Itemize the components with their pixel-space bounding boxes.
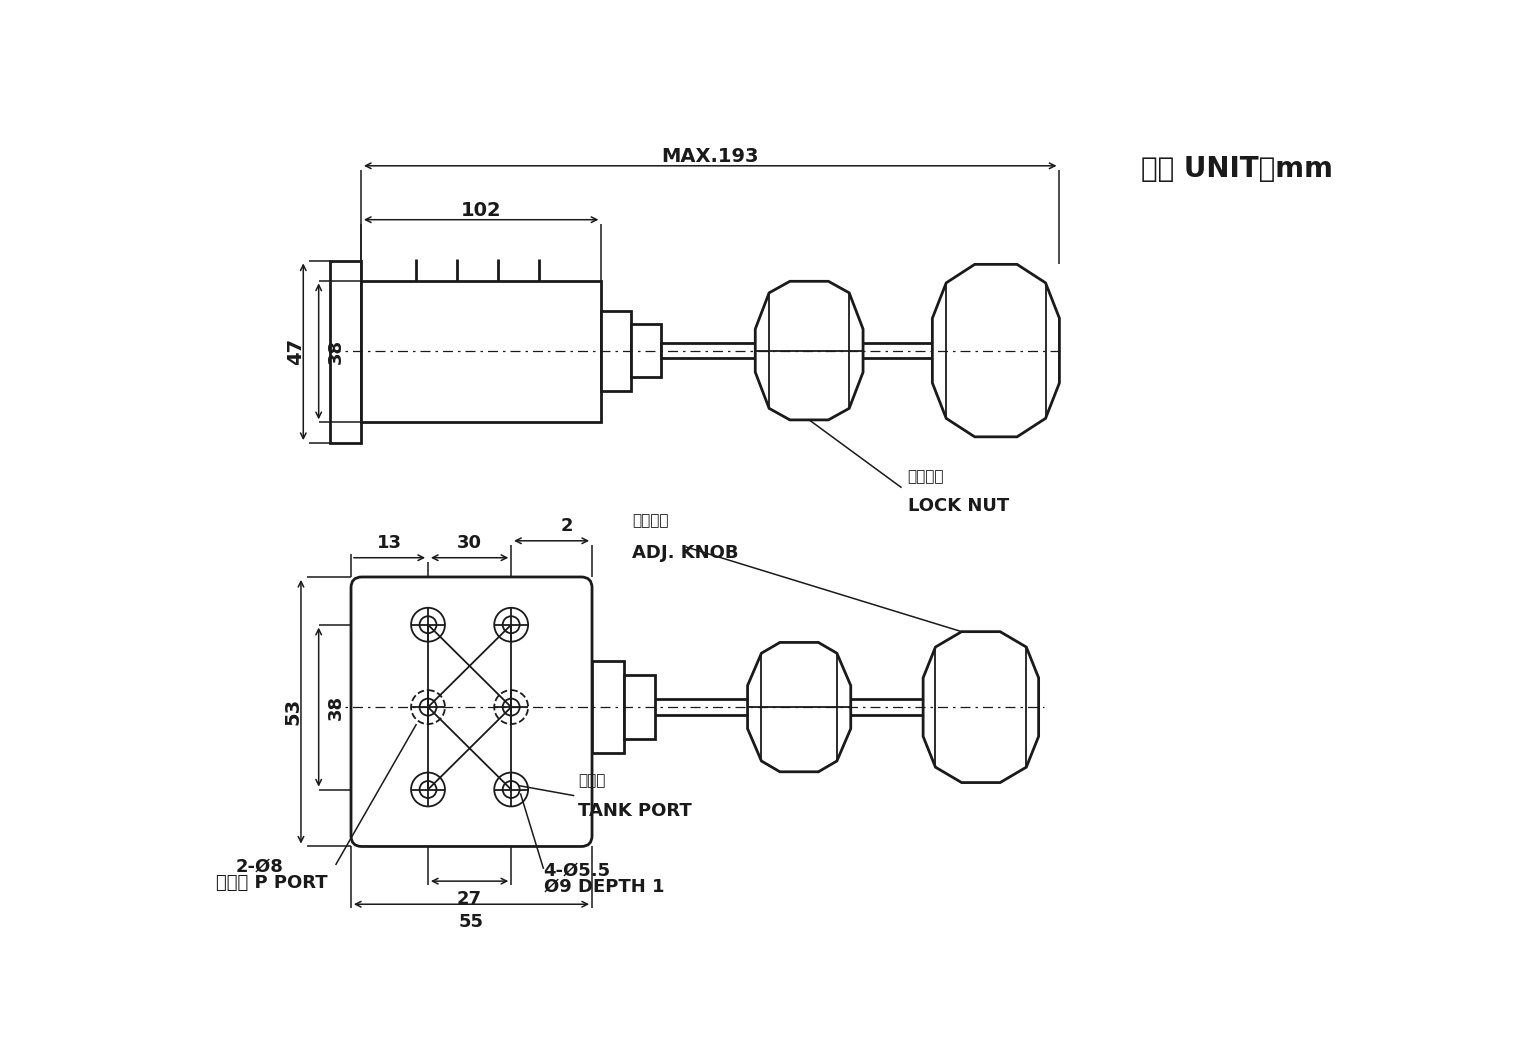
Text: 2-Ø8: 2-Ø8: [235, 857, 283, 875]
Text: LOCK NUT: LOCK NUT: [907, 497, 1009, 515]
Text: 固定螺帽: 固定螺帽: [907, 468, 944, 484]
Text: 53: 53: [283, 698, 303, 725]
Text: 2: 2: [561, 517, 573, 534]
Text: 13: 13: [377, 533, 401, 551]
Polygon shape: [662, 343, 756, 358]
Text: 30: 30: [458, 533, 482, 551]
Text: 調節旋鈕: 調節旋鈕: [632, 514, 668, 528]
Polygon shape: [601, 310, 630, 391]
Polygon shape: [747, 642, 851, 771]
Text: 38: 38: [326, 695, 344, 720]
Text: ADJ. KNOB: ADJ. KNOB: [632, 544, 739, 562]
Text: 4-Ø5.5: 4-Ø5.5: [544, 861, 611, 879]
Text: MAX.193: MAX.193: [661, 147, 759, 166]
Text: 55: 55: [459, 914, 483, 932]
Text: 壓力口 P PORT: 壓力口 P PORT: [217, 874, 327, 892]
Text: 27: 27: [458, 891, 482, 909]
Text: Ø9 DEPTH 1: Ø9 DEPTH 1: [544, 878, 664, 896]
Polygon shape: [932, 264, 1059, 437]
Text: TANK PORT: TANK PORT: [579, 802, 692, 820]
FancyBboxPatch shape: [351, 577, 592, 847]
Polygon shape: [624, 675, 654, 740]
Polygon shape: [330, 261, 361, 443]
Polygon shape: [923, 632, 1039, 783]
Polygon shape: [592, 661, 624, 754]
Text: 38: 38: [326, 339, 344, 364]
Text: 回油口: 回油口: [579, 773, 606, 788]
Polygon shape: [630, 325, 662, 377]
Polygon shape: [361, 281, 601, 422]
Text: 102: 102: [461, 201, 501, 220]
Text: 單位 UNIT：mm: 單位 UNIT：mm: [1141, 155, 1333, 183]
Text: 47: 47: [286, 339, 305, 366]
Polygon shape: [756, 281, 864, 420]
